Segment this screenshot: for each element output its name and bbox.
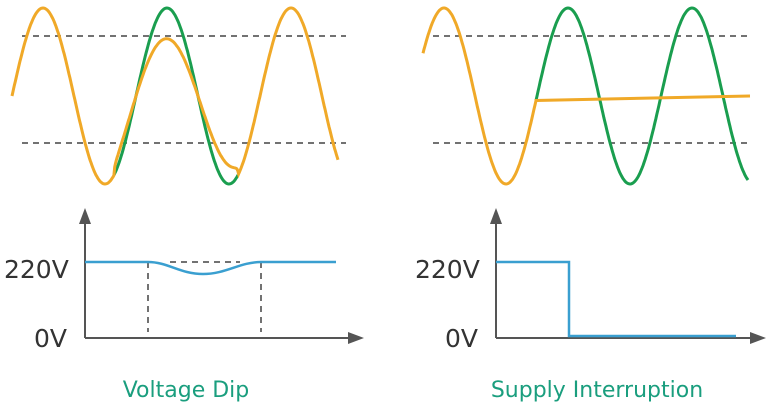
supply-interruption-panel: 220V 0V Supply Interruption bbox=[415, 6, 766, 403]
y-axis-arrow bbox=[490, 208, 502, 224]
caption-voltage-dip: Voltage Dip bbox=[123, 378, 250, 403]
rms-voltage-line bbox=[85, 260, 336, 276]
x-axis-arrow bbox=[750, 332, 766, 344]
y-label-0v: 0V bbox=[34, 324, 67, 353]
x-axis-arrow bbox=[348, 332, 364, 344]
y-axis-arrow bbox=[79, 208, 91, 224]
y-label-220v: 220V bbox=[415, 255, 480, 284]
nominal-voltage-wave bbox=[112, 6, 240, 186]
interrupted-voltage-wave bbox=[421, 6, 751, 186]
caption-supply-interruption: Supply Interruption bbox=[491, 378, 703, 403]
rms-voltage-line bbox=[496, 260, 736, 338]
nominal-voltage-wave bbox=[534, 6, 750, 186]
y-label-220v: 220V bbox=[4, 255, 69, 284]
voltage-dip-panel: 220V 0V Voltage Dip bbox=[4, 6, 364, 403]
dipped-voltage-wave bbox=[10, 6, 340, 186]
y-label-0v: 0V bbox=[445, 324, 478, 353]
